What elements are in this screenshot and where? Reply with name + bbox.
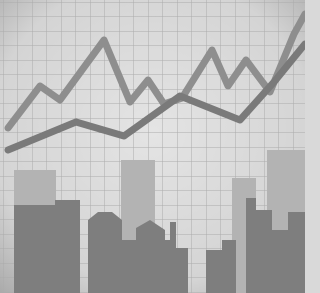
- page: Chart illustration {} html, body { margi…: [0, 0, 305, 293]
- building: [246, 198, 272, 293]
- page-body: [0, 0, 305, 293]
- illustration: [0, 0, 305, 293]
- building: [14, 200, 80, 293]
- building: [88, 212, 122, 293]
- building: [176, 248, 188, 293]
